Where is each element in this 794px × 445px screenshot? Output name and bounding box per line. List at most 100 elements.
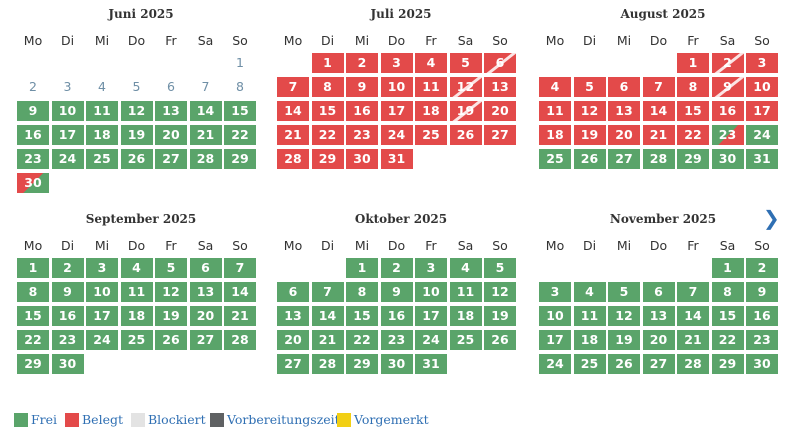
day-cell[interactable]: 24: [415, 330, 447, 350]
day-cell[interactable]: 9: [746, 282, 778, 302]
day-cell[interactable]: 23: [17, 149, 49, 169]
day-cell[interactable]: 15: [311, 101, 344, 121]
day-cell[interactable]: 9: [17, 101, 49, 121]
day-cell[interactable]: 21: [189, 125, 222, 145]
day-cell[interactable]: 14: [277, 101, 309, 121]
day-cell[interactable]: 9: [51, 282, 84, 302]
day-cell[interactable]: 2: [380, 258, 413, 278]
day-cell[interactable]: 19: [608, 330, 640, 350]
day-cell[interactable]: 13: [155, 101, 187, 121]
day-cell[interactable]: 31: [746, 149, 778, 169]
day-cell[interactable]: 3: [86, 258, 118, 278]
day-cell[interactable]: 22: [17, 330, 49, 350]
day-cell[interactable]: 20: [608, 125, 640, 145]
day-cell[interactable]: 3: [746, 53, 778, 73]
day-cell[interactable]: 16: [17, 125, 49, 145]
day-cell[interactable]: 6: [277, 282, 309, 302]
day-cell[interactable]: 13: [642, 306, 675, 326]
day-cell[interactable]: 23: [51, 330, 84, 350]
day-cell[interactable]: 16: [346, 101, 378, 121]
day-cell[interactable]: 9: [380, 282, 413, 302]
day-cell[interactable]: 5: [573, 77, 606, 97]
day-cell[interactable]: 10: [86, 282, 118, 302]
day-cell[interactable]: 25: [415, 125, 447, 145]
day-cell[interactable]: 12: [155, 282, 187, 302]
day-cell[interactable]: 26: [573, 149, 606, 169]
day-cell[interactable]: 18: [573, 330, 606, 350]
day-cell[interactable]: 7: [642, 77, 675, 97]
day-cell[interactable]: 19: [155, 306, 187, 326]
day-cell[interactable]: 22: [677, 125, 709, 145]
day-cell[interactable]: 25: [449, 330, 482, 350]
day-cell[interactable]: 26: [608, 354, 640, 374]
day-cell[interactable]: 21: [224, 306, 256, 326]
day-cell[interactable]: 30: [17, 173, 49, 193]
day-cell[interactable]: 20: [642, 330, 675, 350]
day-cell[interactable]: 14: [642, 101, 675, 121]
day-cell[interactable]: 1: [711, 258, 744, 278]
day-cell[interactable]: 16: [380, 306, 413, 326]
day-cell[interactable]: 22: [224, 125, 256, 145]
day-cell[interactable]: 19: [120, 125, 153, 145]
day-cell[interactable]: 10: [415, 282, 447, 302]
day-cell[interactable]: 24: [86, 330, 118, 350]
day-cell[interactable]: 11: [449, 282, 482, 302]
day-cell[interactable]: 30: [711, 149, 744, 169]
day-cell[interactable]: 12: [608, 306, 640, 326]
day-cell[interactable]: 18: [120, 306, 153, 326]
day-cell[interactable]: 10: [51, 101, 84, 121]
day-cell[interactable]: 7: [224, 258, 256, 278]
day-cell[interactable]: 15: [17, 306, 49, 326]
day-cell[interactable]: 27: [277, 354, 309, 374]
day-cell[interactable]: 4: [415, 53, 447, 73]
day-cell[interactable]: 28: [311, 354, 344, 374]
day-cell[interactable]: 13: [277, 306, 309, 326]
day-cell[interactable]: 12: [573, 101, 606, 121]
day-cell[interactable]: 15: [224, 101, 256, 121]
day-cell[interactable]: 27: [484, 125, 516, 145]
day-cell[interactable]: 29: [311, 149, 344, 169]
day-cell[interactable]: 28: [189, 149, 222, 169]
day-cell[interactable]: 27: [155, 149, 187, 169]
day-cell[interactable]: 1: [17, 258, 49, 278]
day-cell[interactable]: 11: [415, 77, 447, 97]
day-cell[interactable]: 12: [484, 282, 516, 302]
day-cell[interactable]: 27: [642, 354, 675, 374]
day-cell[interactable]: 13: [484, 77, 516, 97]
day-cell[interactable]: 29: [17, 354, 49, 374]
day-cell[interactable]: 8: [677, 77, 709, 97]
day-cell[interactable]: 22: [311, 125, 344, 145]
day-cell[interactable]: 11: [120, 282, 153, 302]
day-cell[interactable]: 17: [51, 125, 84, 145]
day-cell[interactable]: 20: [155, 125, 187, 145]
day-cell[interactable]: 20: [484, 101, 516, 121]
day-cell[interactable]: 23: [746, 330, 778, 350]
day-cell[interactable]: 15: [711, 306, 744, 326]
day-cell[interactable]: 23: [380, 330, 413, 350]
day-cell[interactable]: 30: [346, 149, 378, 169]
day-cell[interactable]: 8: [711, 282, 744, 302]
day-cell[interactable]: 6: [484, 53, 516, 73]
day-cell[interactable]: 24: [380, 125, 413, 145]
day-cell[interactable]: 21: [677, 330, 709, 350]
day-cell[interactable]: 16: [51, 306, 84, 326]
day-cell[interactable]: 30: [51, 354, 84, 374]
day-cell[interactable]: 29: [224, 149, 256, 169]
day-cell[interactable]: 6: [189, 258, 222, 278]
day-cell[interactable]: 17: [380, 101, 413, 121]
day-cell[interactable]: 21: [311, 330, 344, 350]
day-cell[interactable]: 20: [277, 330, 309, 350]
day-cell[interactable]: 10: [539, 306, 571, 326]
day-cell[interactable]: 11: [573, 306, 606, 326]
day-cell[interactable]: 9: [346, 77, 378, 97]
day-cell[interactable]: 23: [346, 125, 378, 145]
day-cell[interactable]: 25: [120, 330, 153, 350]
day-cell[interactable]: 28: [677, 354, 709, 374]
day-cell[interactable]: 17: [539, 330, 571, 350]
day-cell[interactable]: 24: [51, 149, 84, 169]
day-cell[interactable]: 4: [120, 258, 153, 278]
day-cell[interactable]: 18: [449, 306, 482, 326]
day-cell[interactable]: 14: [189, 101, 222, 121]
day-cell[interactable]: 26: [449, 125, 482, 145]
day-cell[interactable]: 30: [380, 354, 413, 374]
